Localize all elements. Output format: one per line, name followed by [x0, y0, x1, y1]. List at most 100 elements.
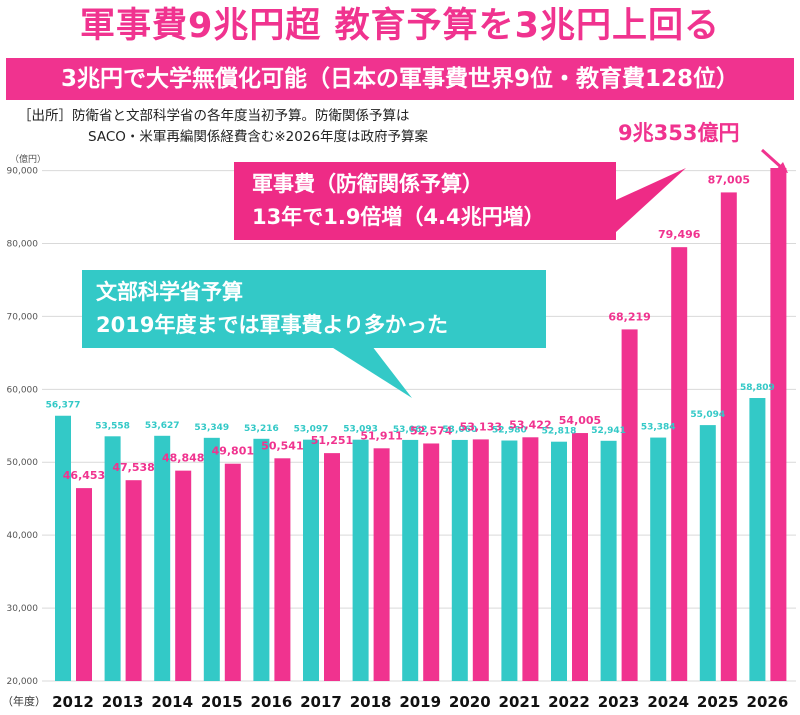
defense-bar	[572, 433, 588, 681]
x-axis-unit: （年度）	[2, 695, 46, 708]
defense-bar	[125, 480, 142, 681]
mext-bar-label: 53,062	[393, 425, 428, 435]
defense-callout-pointer	[616, 168, 686, 232]
mext-bar-label: 53,627	[145, 421, 180, 431]
defense-bar-label: 52,574	[410, 424, 453, 437]
mext-bar-label: 56,377	[46, 401, 81, 411]
mext-bar	[501, 440, 518, 681]
x-tick-label: 2024	[647, 693, 689, 711]
x-tick-label: 2016	[251, 693, 293, 711]
defense-bar	[423, 443, 440, 681]
mext-bar	[352, 439, 369, 681]
defense-bar-label: 53,422	[509, 418, 551, 431]
defense-callout: 軍事費（防衛関係予算） 13年で1.9倍増（4.4兆円増）	[234, 162, 616, 240]
x-tick-labels: 2012 2013 2014 2015 2016 2017 2018 2019 2020 2021…	[52, 693, 788, 711]
mext-callout-line-2: 2019年度までは軍事費より多かった	[96, 313, 449, 337]
defense-callout-line-2: 13年で1.9倍増（4.4兆円増）	[252, 205, 545, 229]
mext-bar-label: 52,818	[542, 427, 577, 437]
mext-bar	[600, 440, 617, 681]
mext-bar	[154, 435, 171, 681]
mext-bar	[650, 437, 667, 681]
x-tick-label: 2014	[151, 693, 193, 711]
chart-title: 軍事費9兆円超 教育予算を3兆円上回る	[80, 6, 720, 46]
defense-bar-label: 48,848	[162, 452, 204, 465]
mext-bar-label: 53,093	[343, 425, 378, 435]
mext-bar	[699, 425, 716, 681]
defense-bar	[720, 192, 737, 681]
x-tick-label: 2018	[350, 693, 392, 711]
y-tick-label: 50,000	[7, 458, 39, 468]
mext-callout: 文部科学省予算 2019年度までは軍事費より多かった	[82, 270, 546, 348]
mext-bar-label: 53,384	[641, 423, 676, 433]
callout-pointers	[330, 148, 788, 398]
mext-bar	[104, 436, 121, 681]
y-tick-label: 40,000	[7, 531, 39, 541]
defense-bar	[671, 247, 688, 682]
y-tick-label: 70,000	[7, 312, 39, 322]
x-tick-label: 2020	[449, 693, 491, 711]
mext-bar-label: 52,941	[591, 426, 626, 436]
defense-bar-label: 54,005	[559, 414, 601, 427]
x-tick-label: 2026	[747, 693, 789, 711]
mext-bar-label: 58,809	[740, 383, 775, 393]
y-axis-unit: （億円）	[10, 155, 47, 165]
defense-bar-label: 68,219	[608, 310, 650, 323]
defense-bar	[224, 463, 241, 681]
y-tick-label: 90,000	[7, 167, 39, 177]
mext-bar-label: 53,216	[244, 424, 279, 434]
peak-value-label: 9兆353億円	[618, 121, 740, 145]
x-tick-label: 2013	[102, 693, 144, 711]
x-tick-label: 2022	[548, 693, 590, 711]
defense-bar	[373, 448, 390, 681]
defense-bar	[324, 453, 340, 681]
peak-arrow-line	[760, 148, 784, 170]
y-tick-label: 60,000	[7, 385, 39, 395]
defense-bar	[770, 168, 787, 681]
mext-bar-label: 53,349	[194, 423, 229, 433]
mext-bar-label: 53,558	[95, 421, 130, 431]
mext-bar	[451, 439, 468, 681]
source-note: ［出所］防衛省と文部科学省の各年度当初予算。防衛関係予算は SACO・米軍再編関…	[18, 106, 428, 148]
defense-bar-label: 87,005	[708, 173, 750, 186]
x-tick-label: 2023	[598, 693, 640, 711]
defense-bar	[621, 329, 638, 681]
defense-bar-label: 50,541	[261, 439, 303, 452]
mext-bar	[203, 437, 220, 681]
mext-bar-label: 52,980	[492, 426, 527, 436]
defense-bar-label: 51,911	[360, 429, 402, 442]
defense-bar	[274, 458, 291, 681]
x-tick-label: 2012	[52, 693, 94, 711]
mext-bar	[551, 441, 567, 681]
x-tick-label: 2019	[399, 693, 441, 711]
source-line-2: SACO・米軍再編関係経費含む※2026年度は政府予算案	[88, 129, 429, 145]
mext-bar-label: 53,060	[442, 425, 477, 435]
mext-bar	[55, 415, 71, 681]
mext-bar	[749, 398, 766, 681]
mext-bar	[402, 439, 419, 681]
defense-bar	[175, 470, 192, 681]
defense-bar	[522, 437, 539, 681]
mext-callout-pointer	[330, 346, 412, 398]
y-tick-labels: 20,000 30,000 40,000 50,000 60,000 70,000 80,0…	[7, 167, 39, 687]
defense-bar-label: 49,801	[212, 445, 254, 458]
defense-bar	[472, 439, 489, 681]
defense-bar-label: 51,251	[311, 434, 353, 447]
mext-callout-line-1: 文部科学省予算	[96, 280, 243, 304]
peak-arrow-head	[776, 162, 788, 173]
defense-bar-label: 46,453	[63, 469, 105, 482]
x-tick-label: 2021	[499, 693, 541, 711]
source-line-1: ［出所］防衛省と文部科学省の各年度当初予算。防衛関係予算は	[18, 108, 410, 124]
x-tick-label: 2025	[697, 693, 739, 711]
defense-bar-label: 79,496	[658, 228, 701, 241]
mext-bar-label: 53,097	[294, 425, 329, 435]
mext-bar	[253, 438, 270, 681]
y-tick-label: 30,000	[7, 604, 39, 614]
y-tick-label: 80,000	[7, 239, 39, 249]
mext-bar	[303, 439, 319, 681]
defense-bar-label: 47,538	[112, 461, 154, 474]
mext-bar-label: 55,094	[690, 410, 725, 420]
defense-callout-line-1: 軍事費（防衛関係予算）	[252, 172, 483, 196]
data-labels: 56,377 46,453 53,558 47,538 53,627 48,848 53,3…	[46, 173, 775, 482]
subtitle-banner: 3兆円で大学無償化可能（日本の軍事費世界9位・教育費128位）	[6, 58, 794, 100]
